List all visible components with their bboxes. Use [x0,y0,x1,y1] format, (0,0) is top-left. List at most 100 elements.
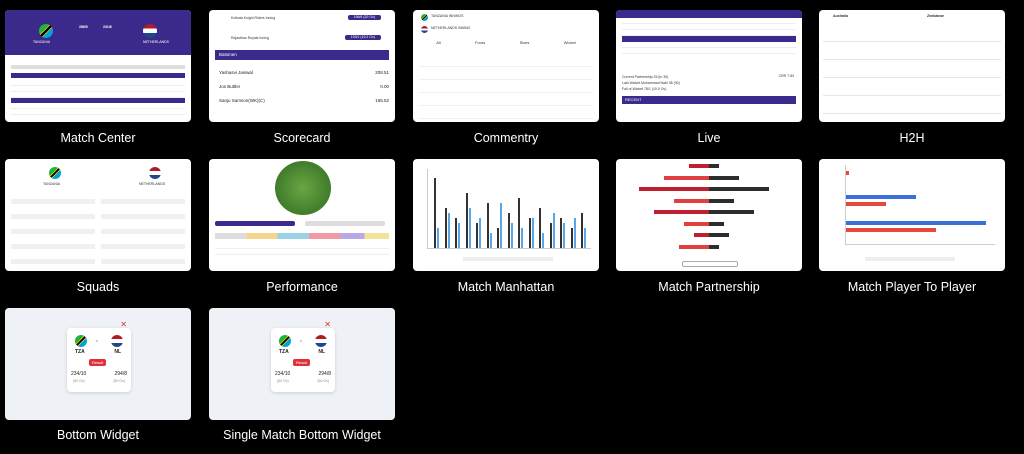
commentry-tabs[interactable]: All Fours Sixes Wicket [419,40,593,45]
label-match-player-to-player: Match Player To Player [847,280,977,294]
scorecard-card[interactable]: Kolkata Knight Riders Inning 196/6 (20 O… [209,10,395,122]
match-widget[interactable]: v TZA NL Result 234/10 294/8 (50 Ov) (50… [271,328,335,392]
table-row: Yashasvi Jaiswal 208.51 [219,70,389,75]
manhattan-bar [581,213,583,248]
live-card[interactable]: Current Partnership 25 (in 30) Last Wick… [616,10,802,122]
team2-innings-button[interactable]: 193/1 (19.2 Ov) [344,35,381,40]
netherlands-flag-icon [143,24,157,38]
manhattan-chart [427,169,591,249]
manhattan-bar [552,213,555,248]
partnership-bar-left [654,210,709,214]
manhattan-bar [468,208,471,248]
manhattan-bar [542,233,544,248]
team2-name: NETHERLANDS [139,182,166,186]
match-manhattan-card[interactable] [413,159,599,271]
netherlands-flag-icon [111,335,123,347]
manhattan-bar [507,213,510,248]
team1-innings: Kolkata Knight Riders Inning [231,16,276,20]
manhattan-bar [489,233,492,248]
label-commentry: Commentry [473,131,539,145]
team1-innings-button[interactable]: 196/6 (20 Ov) [347,15,381,20]
manhattan-bar [563,223,565,248]
team2-score: 231/6 [103,25,112,29]
partnership-bar-right [709,233,729,237]
status-badge: Result [89,359,107,366]
tab-fours[interactable]: Fours [475,40,486,45]
tab-all[interactable]: All [436,40,441,45]
team2-score: 294/8 [318,371,331,377]
tab-inactive[interactable] [305,221,385,226]
partnership-bar-right [709,221,724,226]
manhattan-bar [486,203,489,248]
player-select[interactable] [865,257,955,261]
team1-score: 286/5 [79,25,88,29]
partnership-bar-right [709,244,719,249]
manhattan-bar [476,223,478,248]
manhattan-bar [549,223,552,248]
match-widget[interactable]: v TZA NL Result 234/10 294/8 (50 Ov) (50… [67,328,131,392]
partnership-bar-right [709,175,739,180]
partnership-bar-left [684,221,709,226]
manhattan-bar [573,218,576,248]
manhattan-bar [497,228,499,248]
commentary-list [419,54,593,122]
team2-name: Zimbabwe [927,14,945,18]
partnership-row [620,184,798,191]
single-match-bottom-widget-card[interactable]: ✕ v TZA NL Result 234/10 294/8 (50 Ov) (… [209,308,395,420]
partnership-bar-right [709,198,734,203]
manhattan-bar [560,218,562,248]
tab-sixes[interactable]: Sixes [519,40,530,45]
close-icon[interactable]: ✕ [120,320,127,329]
manhattan-bar [458,223,460,248]
partnership-bar-right [709,210,754,214]
tab-bar[interactable] [11,65,185,69]
label-scorecard: Scorecard [273,131,331,145]
manhattan-bar [455,218,457,248]
status-badge: Result [293,359,311,366]
netherlands-flag-icon [315,335,327,347]
partnership-row [620,161,798,168]
tab-active[interactable] [215,221,295,226]
team2-squad-list [101,189,185,269]
partnership-row [620,196,798,203]
team1-innings: TANZANIA INNINGS [431,14,464,18]
recent-bar: RECENT [622,96,796,104]
tab-wicket[interactable]: Wicket [563,40,576,45]
partnership-bar-left [694,233,709,237]
manhattan-bar [570,228,573,248]
match-partnership-card[interactable] [616,159,802,271]
player-chart [845,165,995,245]
h2h-card[interactable]: Australia Zimbabwe [819,10,1005,122]
manhattan-bar [500,203,502,248]
close-icon[interactable]: ✕ [324,320,331,329]
team1-score: 234/10 [275,371,291,377]
team1-score: 234/10 [71,371,87,377]
innings-select[interactable] [682,261,738,267]
team2-name: NETHERLANDS [142,40,169,44]
batsmen-rows: Yashasvi Jaiswal 208.51 Jos Buttler 0.00 S… [219,66,389,108]
commentry-card[interactable]: TANZANIA INNINGS NETHERLANDS INNING All … [413,10,599,122]
netherlands-flag-icon [421,26,428,33]
team1-overs: (50 Ov) [277,379,289,383]
team2-innings: NETHERLANDS INNING [431,26,471,30]
versus-text: v [96,338,98,343]
match-player-to-player-card[interactable] [819,159,1005,271]
label-match-center: Match Center [60,131,136,145]
bottom-widget-card[interactable]: ✕ v TZA NL Result 234/10 294/8 (50 Ov) (… [5,308,191,420]
label-match-partnership: Match Partnership [658,280,760,294]
label-squads: Squads [76,280,120,294]
match-center-card[interactable]: TANZANIA NETHERLANDS 286/5 231/6 [5,10,191,122]
squads-card[interactable]: TANZANIA NETHERLANDS [5,159,191,271]
team2-innings: Rajasthan Royals Inning [231,36,269,40]
team1-name: Australia [833,14,848,18]
partnership-bar-right [709,164,719,168]
partnership-bar-left [664,175,709,180]
tanzania-flag-icon [39,24,53,38]
tanzania-flag-icon [279,335,291,347]
tanzania-flag-icon [421,14,428,21]
batsmen-header: Batsmen [215,50,389,60]
manhattan-bar [447,213,450,248]
manhattan-bar [479,218,481,248]
manhattan-bar [444,208,447,248]
performance-card[interactable] [209,159,395,271]
